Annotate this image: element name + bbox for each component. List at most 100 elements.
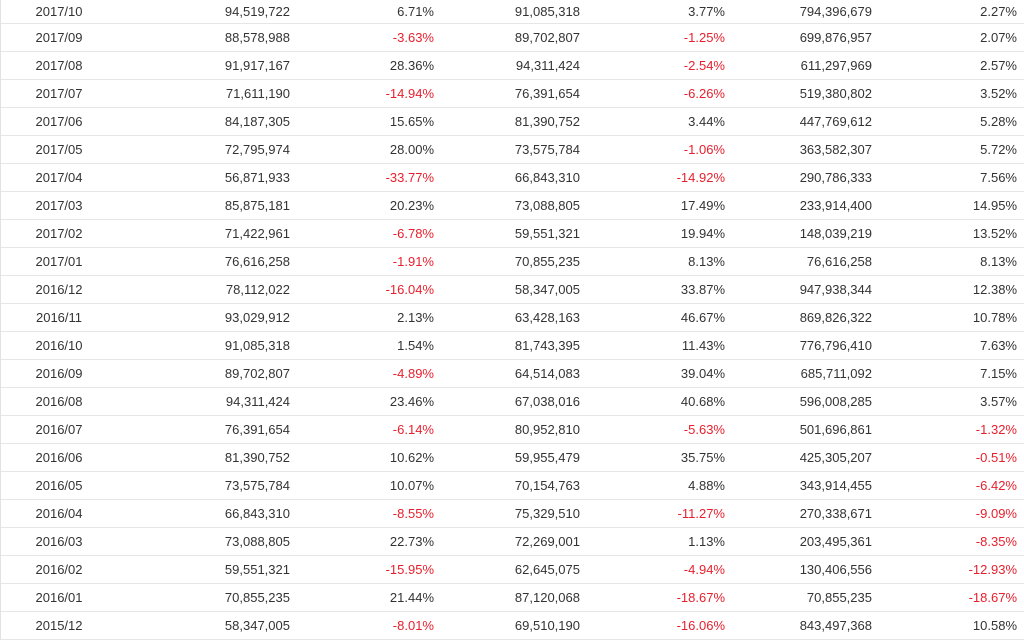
last-year-revenue-cell: 94,311,424: [515, 58, 580, 73]
yoy-change-cell: -11.27%: [677, 506, 725, 521]
cumulative-change-cell: -1.32%: [975, 422, 1017, 437]
monthly-revenue-cell: 88,578,988: [224, 30, 290, 45]
cumulative-change-cell: -0.51%: [975, 450, 1017, 465]
yoy-change-cell: 3.77%: [688, 4, 725, 19]
cumulative-revenue-cell: 76,616,258: [806, 254, 872, 269]
yoy-change-cell: 40.68%: [680, 394, 725, 409]
cumulative-revenue-cell: 343,914,455: [799, 478, 872, 493]
cumulative-change-cell: -6.42%: [975, 478, 1017, 493]
monthly-change-cell: -4.89%: [392, 366, 434, 381]
monthly-revenue-cell: 71,611,190: [225, 86, 290, 101]
monthly-change-cell: -14.94%: [385, 86, 434, 101]
monthly-revenue-cell: 81,390,752: [224, 450, 290, 465]
month-cell: 2015/12: [35, 618, 83, 633]
month-cell: 2017/10: [35, 4, 83, 19]
last-year-revenue-cell: 89,702,807: [514, 30, 580, 45]
monthly-change-cell: -1.91%: [392, 254, 434, 269]
yoy-change-cell: 8.13%: [688, 254, 725, 269]
yoy-change-cell: 11.43%: [681, 338, 725, 353]
month-cell: 2017/06: [35, 114, 83, 129]
monthly-change-cell: -8.01%: [392, 618, 434, 633]
cumulative-revenue-cell: 869,826,322: [799, 310, 872, 325]
cumulative-change-cell: 3.57%: [980, 394, 1017, 409]
cumulative-revenue-cell: 685,711,092: [800, 366, 872, 381]
last-year-revenue-cell: 63,428,163: [514, 310, 580, 325]
yoy-change-cell: -1.06%: [683, 142, 725, 157]
table-row: 2017/08 91,917,167 28.36% 94,311,424 -2.54% 6…: [1, 52, 1024, 80]
yoy-change-cell: -6.26%: [683, 86, 725, 101]
cumulative-revenue-cell: 363,582,307: [799, 142, 872, 157]
cumulative-change-cell: 7.15%: [980, 366, 1017, 381]
cumulative-revenue-cell: 70,855,235: [806, 590, 872, 605]
cumulative-change-cell: 2.07%: [980, 30, 1017, 45]
monthly-revenue-cell: 70,855,235: [224, 590, 290, 605]
table-row: 2016/12 78,112,022 -16.04% 58,347,005 33.87%…: [1, 276, 1024, 304]
table-row: 2017/01 76,616,258 -1.91% 70,855,235 8.13% 76…: [1, 248, 1024, 276]
yoy-change-cell: -5.63%: [683, 422, 725, 437]
monthly-revenue-cell: 72,795,974: [224, 142, 290, 157]
cumulative-change-cell: 5.28%: [980, 114, 1017, 129]
yoy-change-cell: -16.06%: [676, 618, 725, 633]
yoy-change-cell: 39.04%: [680, 366, 725, 381]
last-year-revenue-cell: 87,120,068: [514, 590, 580, 605]
monthly-change-cell: 2.13%: [397, 310, 434, 325]
monthly-revenue-cell: 73,575,784: [224, 478, 290, 493]
monthly-revenue-cell: 76,391,654: [224, 422, 290, 437]
table-row: 2017/05 72,795,974 28.00% 73,575,784 -1.06% 3…: [1, 136, 1024, 164]
month-cell: 2017/01: [35, 254, 83, 269]
last-year-revenue-cell: 81,390,752: [514, 114, 580, 129]
monthly-revenue-cell: 84,187,305: [224, 114, 290, 129]
cumulative-change-cell: 8.13%: [980, 254, 1017, 269]
monthly-revenue-cell: 89,702,807: [224, 366, 290, 381]
monthly-change-cell: -33.77%: [385, 170, 434, 185]
monthly-change-cell: 15.65%: [389, 114, 434, 129]
last-year-revenue-cell: 66,843,310: [514, 170, 580, 185]
month-cell: 2016/01: [35, 590, 83, 605]
table-row: 2016/07 76,391,654 -6.14% 80,952,810 -5.63% 5…: [1, 416, 1024, 444]
cumulative-revenue-cell: 947,938,344: [799, 282, 872, 297]
yoy-change-cell: 46.67%: [680, 310, 725, 325]
last-year-revenue-cell: 81,743,395: [514, 338, 580, 353]
monthly-revenue-cell: 93,029,912: [224, 310, 290, 325]
last-year-revenue-cell: 69,510,190: [514, 618, 580, 633]
cumulative-revenue-cell: 699,876,957: [799, 30, 872, 45]
monthly-revenue-cell: 91,917,167: [224, 58, 290, 73]
yoy-change-cell: -2.54%: [683, 58, 725, 73]
cumulative-change-cell: 12.38%: [972, 282, 1017, 297]
yoy-change-cell: 1.13%: [688, 534, 725, 549]
month-cell: 2017/08: [35, 58, 83, 73]
table-row: 2016/11 93,029,912 2.13% 63,428,163 46.67% 86…: [1, 304, 1024, 332]
last-year-revenue-cell: 70,855,235: [514, 254, 580, 269]
yoy-change-cell: 33.87%: [680, 282, 725, 297]
last-year-revenue-cell: 76,391,654: [514, 86, 580, 101]
monthly-change-cell: 23.46%: [389, 394, 434, 409]
last-year-revenue-cell: 73,575,784: [514, 142, 580, 157]
month-cell: 2016/05: [35, 478, 83, 493]
cumulative-revenue-cell: 596,008,285: [799, 394, 872, 409]
cumulative-revenue-cell: 519,380,802: [799, 86, 872, 101]
cumulative-revenue-cell: 794,396,679: [799, 4, 872, 19]
cumulative-change-cell: 10.78%: [972, 310, 1017, 325]
cumulative-change-cell: 14.95%: [972, 198, 1017, 213]
yoy-change-cell: 3.44%: [688, 114, 725, 129]
monthly-revenue-cell: 94,311,424: [225, 394, 290, 409]
month-cell: 2016/12: [35, 282, 83, 297]
monthly-change-cell: -6.78%: [392, 226, 434, 241]
cumulative-change-cell: 7.56%: [980, 170, 1017, 185]
table-row: 2017/02 71,422,961 -6.78% 59,551,321 19.94% 1…: [1, 220, 1024, 248]
cumulative-change-cell: -9.09%: [975, 506, 1017, 521]
cumulative-change-cell: 2.57%: [980, 58, 1017, 73]
month-cell: 2017/05: [35, 142, 83, 157]
cumulative-revenue-cell: 130,406,556: [799, 562, 872, 577]
last-year-revenue-cell: 73,088,805: [514, 198, 580, 213]
cumulative-revenue-cell: 501,696,861: [799, 422, 872, 437]
month-cell: 2016/10: [35, 338, 83, 353]
table-row: 2016/10 91,085,318 1.54% 81,743,395 11.43% 77…: [1, 332, 1024, 360]
monthly-revenue-cell: 78,112,022: [225, 282, 290, 297]
month-cell: 2016/04: [35, 506, 83, 521]
month-cell: 2016/09: [35, 366, 83, 381]
monthly-revenue-cell: 73,088,805: [224, 534, 290, 549]
yoy-change-cell: 19.94%: [680, 226, 725, 241]
last-year-revenue-cell: 59,551,321: [514, 226, 580, 241]
